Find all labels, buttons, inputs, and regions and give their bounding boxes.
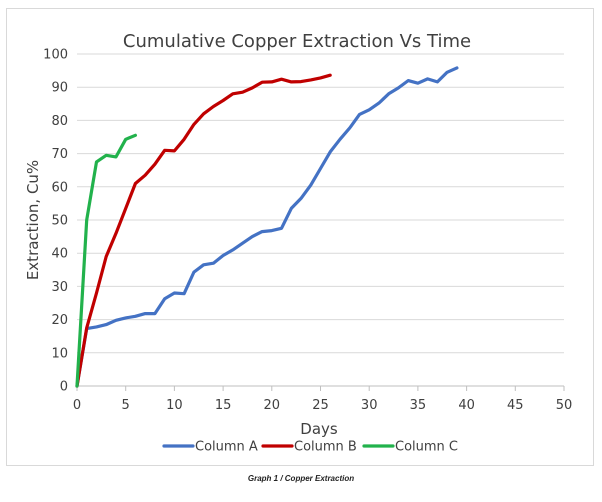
legend-label: Column A (195, 440, 258, 455)
tick-labels: 0 10 20 30 40 50 60 70 80 90 100 0 5 10 15 20 25 30 35 40 45… (43, 48, 572, 414)
legend-item-column-c: Column C (362, 440, 458, 455)
series-lines (75, 66, 459, 388)
y-tick-label: 0 (60, 380, 68, 395)
legend-item-column-a: Column A (162, 440, 258, 455)
x-tick-label: 20 (264, 398, 281, 413)
y-tick-label: 30 (51, 280, 68, 295)
y-tick-label: 40 (51, 247, 68, 262)
x-tick-label: 5 (122, 398, 130, 413)
x-tick-label: 0 (73, 398, 81, 413)
y-tick-label: 90 (51, 81, 68, 96)
x-tick-label: 35 (410, 398, 427, 413)
series-line-column-c (75, 133, 137, 388)
chart-title: Cumulative Copper Extraction Vs Time (123, 31, 471, 52)
y-tick-label: 60 (51, 180, 68, 195)
y-tick-label: 10 (51, 346, 68, 361)
y-axis-title: Extraction, Cu% (24, 160, 42, 280)
y-tick-label: 50 (51, 214, 68, 229)
x-tick-label: 10 (166, 398, 183, 413)
y-tick-label: 70 (51, 147, 68, 162)
y-tick-label: 80 (51, 114, 68, 129)
y-tick-label: 100 (43, 48, 68, 63)
legend: Column A Column B Column C (162, 440, 458, 455)
x-tick-label: 45 (507, 398, 524, 413)
axes (76, 385, 565, 391)
x-tick-label: 50 (556, 398, 573, 413)
x-tick-label: 25 (312, 398, 329, 413)
chart-frame (6, 8, 594, 466)
series-line-column-a (75, 66, 459, 388)
legend-item-column-b: Column B (261, 440, 357, 455)
legend-label: Column C (395, 440, 458, 455)
x-tick-label: 40 (458, 398, 475, 413)
series-line-column-b (75, 73, 332, 388)
grid-lines (77, 53, 564, 354)
x-tick-label: 15 (215, 398, 232, 413)
y-tick-label: 20 (51, 313, 68, 328)
figure-caption: Graph 1 / Copper Extraction (247, 474, 355, 483)
legend-label: Column B (294, 440, 357, 455)
x-tick-label: 30 (361, 398, 378, 413)
x-axis-title: Days (300, 420, 338, 438)
